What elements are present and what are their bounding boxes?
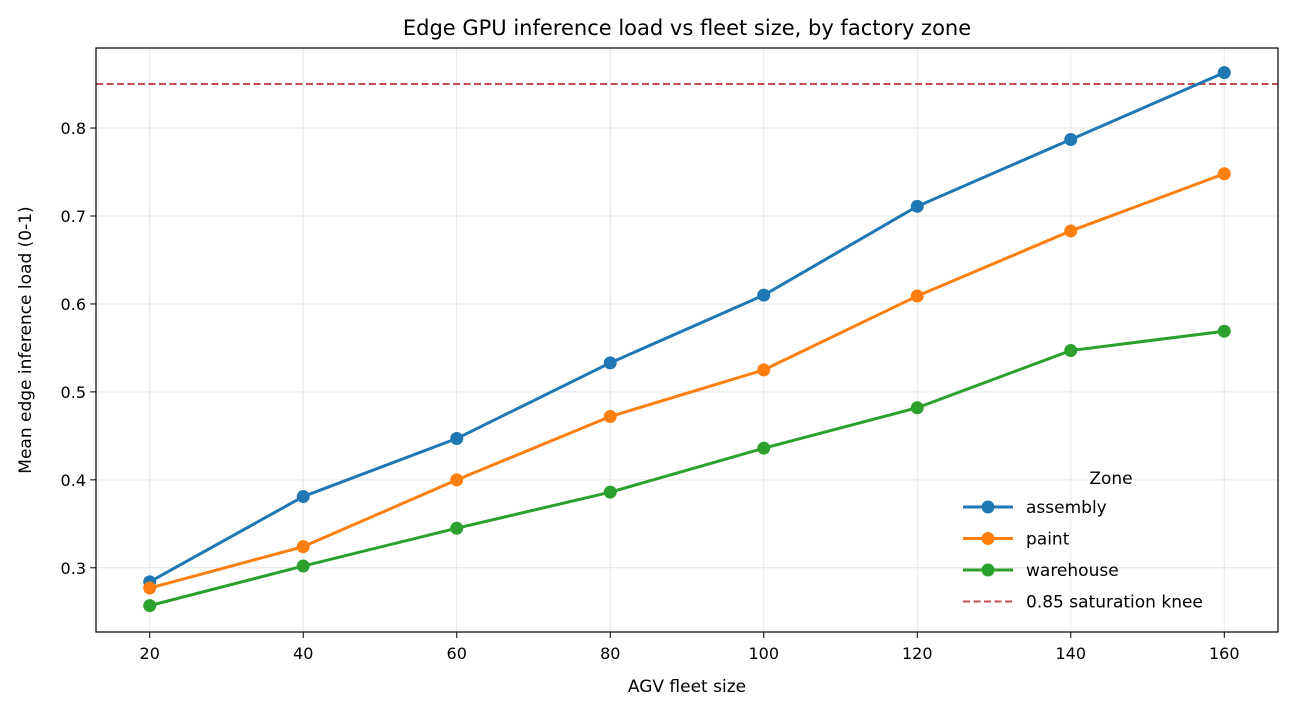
x-tick-label: 100	[748, 644, 779, 663]
y-tick-label: 0.6	[61, 295, 86, 314]
data-point-warehouse	[910, 401, 924, 415]
legend-marker-swatch	[981, 500, 995, 514]
series-line-paint	[149, 172, 1225, 590]
legend-item-paint: paint	[963, 530, 1070, 550]
x-tick-label: 80	[600, 644, 620, 663]
legend-label: 0.85 saturation knee	[1026, 593, 1203, 613]
x-tick-label: 160	[1209, 644, 1240, 663]
series-group	[143, 66, 1231, 613]
data-point-paint	[1064, 224, 1078, 238]
x-axis-ticks: 20 40 60 80 100 120 140 160	[140, 632, 1240, 663]
data-point-assembly	[757, 288, 771, 302]
y-axis-ticks: 0.3 0.4 0.5 0.6 0.7 0.8	[61, 119, 96, 578]
y-tick-label: 0.3	[61, 559, 86, 578]
data-point-assembly	[1064, 132, 1078, 146]
data-point-warehouse	[1064, 344, 1078, 358]
y-tick-label: 0.8	[61, 119, 86, 138]
y-tick-label: 0.4	[61, 471, 86, 490]
data-point-paint	[1217, 167, 1231, 181]
legend-item-assembly: assembly	[963, 498, 1107, 518]
x-tick-label: 20	[140, 644, 160, 663]
data-point-warehouse	[450, 521, 464, 535]
legend-item-warehouse: warehouse	[963, 561, 1119, 581]
y-tick-label: 0.5	[61, 383, 86, 402]
data-point-warehouse	[603, 485, 617, 499]
data-point-assembly	[1217, 66, 1231, 80]
data-point-paint	[603, 410, 617, 424]
x-axis-label: AGV fleet size	[628, 677, 746, 697]
legend-item-reference: 0.85 saturation knee	[963, 593, 1203, 613]
data-point-warehouse	[757, 441, 771, 455]
data-point-warehouse	[296, 559, 310, 573]
data-point-warehouse	[143, 599, 157, 613]
data-point-warehouse	[1217, 324, 1231, 338]
data-point-paint	[757, 363, 771, 377]
data-point-assembly	[296, 490, 310, 504]
x-tick-label: 140	[1055, 644, 1086, 663]
data-point-paint	[296, 540, 310, 554]
y-axis-label: Mean edge inference load (0-1)	[16, 206, 36, 473]
legend-marker-swatch	[981, 532, 995, 545]
chart-title: Edge GPU inference load vs fleet size, b…	[403, 16, 971, 40]
data-point-assembly	[910, 199, 924, 213]
legend-label: warehouse	[1026, 561, 1119, 581]
legend-marker-swatch	[981, 563, 995, 577]
data-point-paint	[143, 581, 157, 595]
legend-label: paint	[1026, 530, 1070, 550]
series-line-assembly	[148, 71, 1225, 584]
data-point-paint	[450, 473, 464, 487]
series-line-warehouse	[149, 329, 1225, 608]
legend-label: assembly	[1026, 498, 1107, 518]
data-point-assembly	[603, 356, 617, 370]
series-paint	[143, 167, 1231, 595]
x-tick-label: 120	[902, 644, 933, 663]
legend-title: Zone	[1089, 469, 1132, 489]
plot-frame	[95, 47, 1279, 633]
x-tick-label: 60	[447, 644, 467, 663]
legend: Zone assembly paint warehouse 0.85 saturati…	[963, 469, 1203, 613]
series-warehouse	[143, 324, 1231, 613]
y-tick-label: 0.7	[61, 207, 86, 226]
x-tick-label: 40	[293, 644, 313, 663]
grid-lines	[96, 48, 1278, 632]
data-point-paint	[910, 289, 924, 303]
data-point-assembly	[450, 432, 464, 446]
